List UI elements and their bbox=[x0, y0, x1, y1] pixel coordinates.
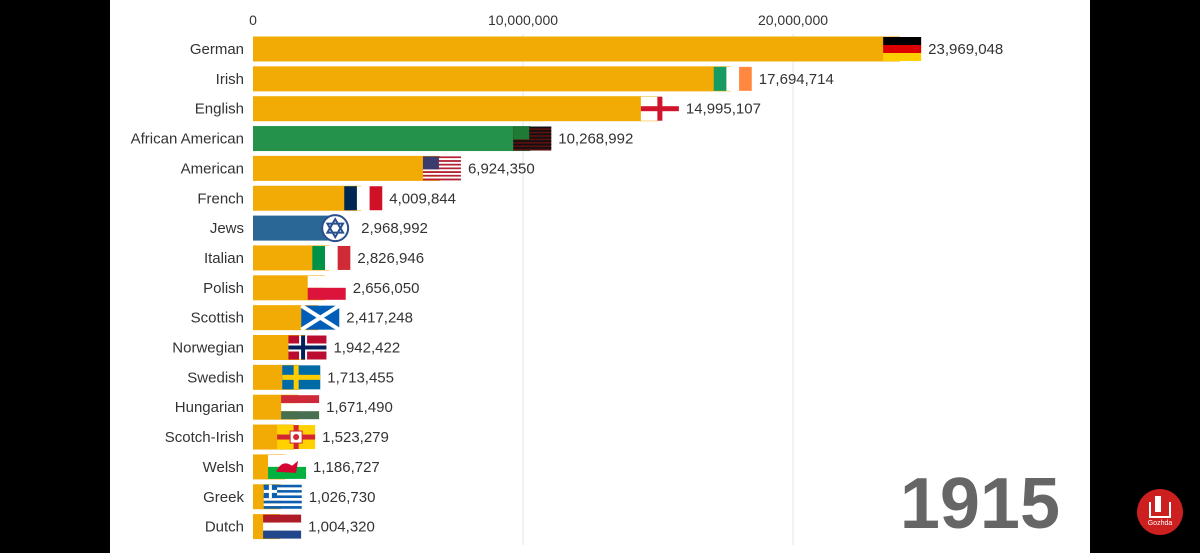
category-label: Irish bbox=[216, 71, 244, 88]
value-label: 2,826,946 bbox=[357, 250, 424, 267]
value-label: 2,417,248 bbox=[346, 310, 413, 327]
category-label: Welsh bbox=[203, 459, 244, 476]
category-label: Hungarian bbox=[175, 399, 244, 416]
germany-flag-icon bbox=[883, 37, 922, 61]
bar bbox=[253, 215, 334, 241]
value-label: 1,026,730 bbox=[309, 489, 376, 506]
category-label: African American bbox=[131, 131, 244, 148]
bar bbox=[253, 126, 531, 152]
bar-row: Greek 1,026,730 bbox=[203, 484, 376, 510]
bars: German 23,969,048 Irish 17,694,714 English 14… bbox=[131, 36, 1003, 540]
value-label: 2,656,050 bbox=[353, 280, 420, 297]
scotland-flag-icon bbox=[300, 303, 341, 332]
bar-row: Scotch-Irish 1,523,279 bbox=[165, 424, 389, 450]
category-label: Greek bbox=[203, 489, 244, 506]
ireland-flag-icon bbox=[713, 66, 752, 91]
hungary-flag-icon bbox=[281, 395, 320, 420]
category-label: Scottish bbox=[191, 310, 244, 327]
category-label: French bbox=[197, 190, 244, 207]
greece-flag-icon bbox=[263, 484, 302, 509]
category-label: English bbox=[195, 101, 244, 118]
gozhda-logo-icon bbox=[1149, 495, 1171, 518]
value-label: 1,671,490 bbox=[326, 399, 393, 416]
bar bbox=[253, 185, 362, 211]
wales-flag-icon bbox=[268, 454, 307, 479]
italy-flag-icon bbox=[312, 245, 351, 270]
bar-row: Irish 17,694,714 bbox=[216, 66, 834, 92]
ulster-flag-icon bbox=[277, 425, 316, 450]
bar-row: French 4,009,844 bbox=[197, 185, 456, 211]
value-label: 1,713,455 bbox=[327, 369, 394, 386]
category-label: American bbox=[181, 160, 244, 177]
x-axis-ticks: 0 10,000,000 20,000,000 bbox=[249, 12, 828, 28]
year-label: 1915 bbox=[900, 464, 1060, 544]
value-label: 17,694,714 bbox=[759, 71, 834, 88]
african-american-flag-icon bbox=[513, 126, 552, 151]
x-tick-label: 0 bbox=[249, 12, 257, 28]
sweden-flag-icon bbox=[282, 365, 321, 390]
value-label: 1,004,320 bbox=[308, 519, 375, 536]
bar-row: Polish 2,656,050 bbox=[203, 275, 420, 301]
category-label: Polish bbox=[203, 280, 244, 297]
value-label: 23,969,048 bbox=[928, 41, 1003, 58]
value-label: 6,924,350 bbox=[468, 160, 535, 177]
bar-row: Dutch 1,004,320 bbox=[205, 514, 375, 540]
value-label: 1,523,279 bbox=[322, 429, 389, 446]
x-tick-label: 20,000,000 bbox=[758, 12, 828, 28]
bar-row: Swedish 1,713,455 bbox=[187, 364, 394, 390]
category-label: Scotch-Irish bbox=[165, 429, 244, 446]
bar bbox=[253, 96, 658, 122]
bar-row: English 14,995,107 bbox=[195, 96, 761, 122]
norway-flag-icon bbox=[288, 335, 327, 360]
bar-row: African American 10,268,992 bbox=[131, 126, 633, 152]
bar-row: Hungarian 1,671,490 bbox=[175, 394, 393, 420]
bar bbox=[253, 36, 901, 62]
category-label: Norwegian bbox=[172, 340, 244, 357]
bar-row: Welsh 1,186,727 bbox=[203, 454, 380, 480]
value-label: 2,968,992 bbox=[361, 220, 428, 237]
bar-row: German 23,969,048 bbox=[190, 36, 1003, 62]
chart-panel: 0 10,000,000 20,000,000 German 23,969,048 Ir… bbox=[110, 0, 1090, 553]
bar-row: Scottish 2,417,248 bbox=[191, 303, 413, 332]
category-label: Swedish bbox=[187, 369, 244, 386]
bar-row: American 6,924,350 bbox=[181, 155, 535, 181]
star-of-david-flag-icon bbox=[321, 214, 350, 243]
value-label: 1,942,422 bbox=[333, 340, 400, 357]
channel-logo[interactable]: Gozhda bbox=[1137, 489, 1183, 535]
channel-logo-text: Gozhda bbox=[1147, 519, 1173, 527]
category-label: Italian bbox=[204, 250, 244, 267]
value-label: 4,009,844 bbox=[389, 190, 456, 207]
bar-row: Norwegian 1,942,422 bbox=[172, 335, 400, 360]
category-label: Jews bbox=[210, 220, 244, 237]
bar bbox=[253, 155, 440, 181]
bar bbox=[253, 66, 731, 92]
value-label: 1,186,727 bbox=[313, 459, 380, 476]
bar-row: Italian 2,826,946 bbox=[204, 245, 424, 271]
poland-flag-icon bbox=[307, 275, 346, 300]
value-label: 14,995,107 bbox=[686, 101, 761, 118]
value-label: 10,268,992 bbox=[558, 131, 633, 148]
x-tick-label: 10,000,000 bbox=[488, 12, 558, 28]
england-flag-icon bbox=[640, 96, 679, 121]
usa-flag-icon bbox=[422, 156, 461, 181]
netherlands-flag-icon bbox=[263, 514, 302, 539]
category-label: Dutch bbox=[205, 519, 244, 536]
france-flag-icon bbox=[344, 186, 383, 211]
category-label: German bbox=[190, 41, 244, 58]
bar-chart: 0 10,000,000 20,000,000 German 23,969,048 Ir… bbox=[131, 12, 1060, 545]
bar-row: Jews 2,968,992 bbox=[210, 214, 428, 243]
